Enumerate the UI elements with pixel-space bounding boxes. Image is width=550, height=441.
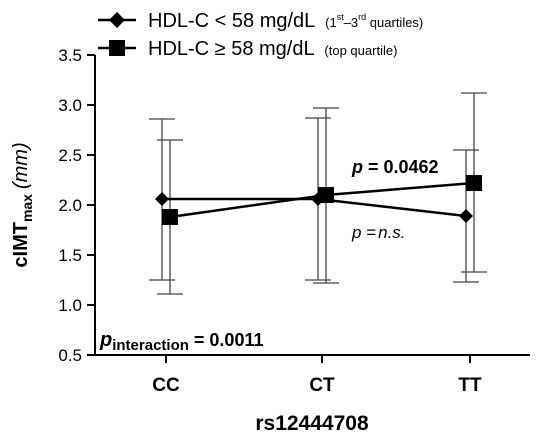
data-point-series-2-ct [318,187,334,203]
y-axis-title: cIMTmax(mm) [10,142,35,267]
data-point-series-2-tt [466,175,482,191]
legend-marker-diamond [109,12,125,28]
legend-item-series-1: HDL-C < 58 mg/dL (1st–3rd quartiles) [98,10,423,32]
x-axis-title: rs12444708 [255,412,369,435]
y-tick-label-4: 2.5 [58,146,82,165]
x-ticks: CC CT TT [152,355,482,396]
y-tick-label-2: 1.5 [58,246,82,265]
data-point-series-1-tt [459,209,473,223]
legend-label-series-1: HDL-C < 58 mg/dL (1st–3rd quartiles) [148,10,423,32]
data-markers [155,175,482,225]
p-interaction: pinteraction = 0.0011 [99,329,263,354]
y-tick-label-0: 0.5 [58,346,82,365]
y-tick-label-3: 2.0 [58,196,82,215]
data-point-series-1-cc [155,192,169,206]
legend-marker-square [109,40,125,56]
p-value-bottom-series: p = n.s. [351,223,406,242]
x-tick-label-ct: CT [309,375,335,396]
p-value-top-series: p = 0.0462 [351,157,439,177]
y-tick-label-1: 1.0 [58,296,82,315]
y-ticks: 0.5 1.0 1.5 2.0 2.5 3.0 3.5 [58,46,95,365]
data-point-series-2-cc [162,209,178,225]
x-tick-label-tt: TT [458,375,482,396]
legend: HDL-C < 58 mg/dL (1st–3rd quartiles) HDL… [98,10,423,60]
y-tick-label-5: 3.0 [58,96,82,115]
legend-label-series-2: HDL-C ≥ 58 mg/dL (top quartile) [148,38,397,60]
y-tick-label-6: 3.5 [58,46,82,65]
legend-item-series-2: HDL-C ≥ 58 mg/dL (top quartile) [98,38,397,60]
x-tick-label-cc: CC [152,375,180,396]
